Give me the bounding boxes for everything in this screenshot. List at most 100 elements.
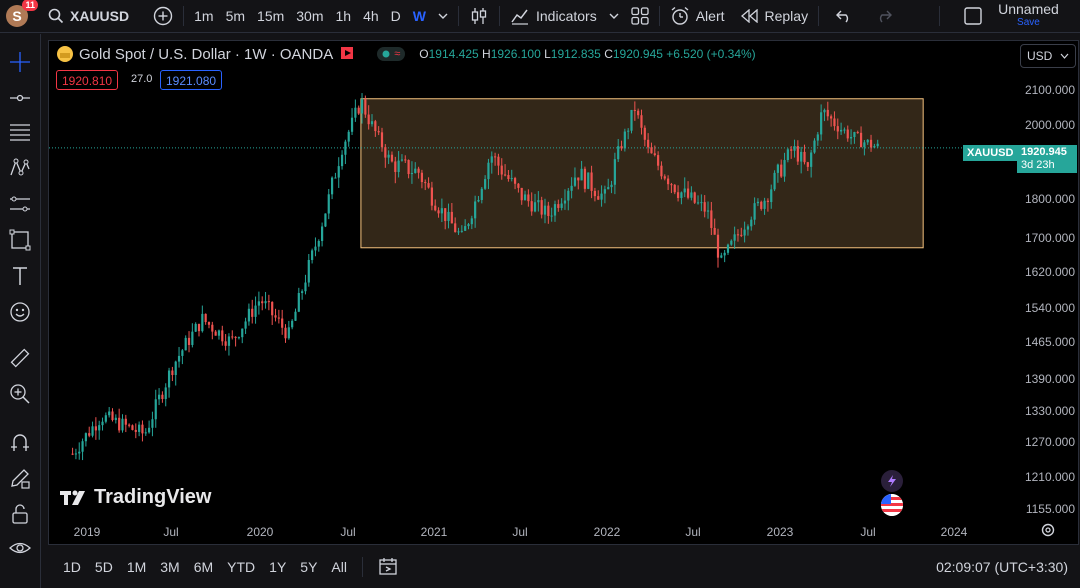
candle-body xyxy=(281,318,284,328)
candle-body xyxy=(766,200,770,203)
timeframe-d[interactable]: D xyxy=(390,8,401,24)
candle-body xyxy=(321,226,324,241)
timeframe-dropdown[interactable] xyxy=(432,0,454,33)
timeframe-group: 1m 5m 15m 30m 1h 4h D W xyxy=(188,0,432,33)
price-chart[interactable]: 2100.0002000.0001900.0001800.0001700.000… xyxy=(49,41,1080,546)
zoom-tool[interactable] xyxy=(8,382,32,406)
text-tool[interactable] xyxy=(8,264,32,288)
layout-checkbox[interactable] xyxy=(958,0,988,33)
timeframe-30m[interactable]: 30m xyxy=(296,8,324,24)
layouts-button[interactable] xyxy=(625,0,655,33)
price-tick-label: 1800.000 xyxy=(1025,192,1075,206)
avatar-letter: S xyxy=(12,8,22,24)
divider xyxy=(183,6,185,26)
flash-button[interactable] xyxy=(881,470,903,492)
timeframe-1m[interactable]: 1m xyxy=(194,8,214,24)
candle-body xyxy=(590,172,593,191)
timeframe-4h[interactable]: 4h xyxy=(363,8,379,24)
ruler-icon xyxy=(10,348,30,368)
candle-body xyxy=(344,141,347,155)
buy-price-button[interactable]: 1921.080 xyxy=(160,70,223,90)
candle-body xyxy=(467,224,470,227)
legend-title[interactable]: Gold Spot / U.S. Dollar · 1W · OANDA xyxy=(79,45,334,63)
visibility-tool[interactable] xyxy=(8,536,32,560)
shape-tool[interactable] xyxy=(8,228,32,252)
clock[interactable]: 02:09:07 (UTC+3:30) xyxy=(936,559,1068,575)
redo-button[interactable] xyxy=(869,0,899,33)
range-3m[interactable]: 3M xyxy=(160,559,180,575)
candle-body xyxy=(201,313,204,332)
candle-body xyxy=(683,188,686,193)
candle-body xyxy=(783,160,786,177)
undo-button[interactable] xyxy=(829,0,859,33)
chart-type-button[interactable] xyxy=(463,0,495,33)
timeframe-1h[interactable]: 1h xyxy=(335,8,352,24)
replay-button[interactable]: Replay xyxy=(735,0,815,33)
candle-body xyxy=(723,252,726,256)
time-tick-label: 2020 xyxy=(247,525,274,539)
date-range-button[interactable] xyxy=(371,556,405,579)
indicators-dropdown[interactable] xyxy=(603,0,625,33)
emoji-tool[interactable] xyxy=(8,300,32,324)
alarm-clock-icon xyxy=(671,6,689,25)
indicators-button[interactable]: Indicators xyxy=(504,0,603,33)
candle-body xyxy=(477,199,480,202)
fib-tool[interactable] xyxy=(8,120,32,144)
timeframe-w[interactable]: W xyxy=(412,8,426,24)
trend-line-tool[interactable] xyxy=(8,86,32,110)
divider xyxy=(939,6,941,26)
time-axis[interactable]: 2019 Jul 2020 Jul 2021 Jul 2022 Jul 2023 Jul 2024 xyxy=(74,525,968,539)
pattern-tool[interactable] xyxy=(8,156,32,180)
divider xyxy=(818,6,820,26)
open-label: O xyxy=(419,47,429,61)
candle-body xyxy=(756,201,760,204)
symbol-search[interactable]: XAUUSD xyxy=(42,0,135,33)
compare-button[interactable] xyxy=(147,0,179,33)
draw-mode-tool[interactable] xyxy=(8,466,32,490)
bottom-toolbar: 1D 5D 1M 3M 6M YTD 1Y 5Y All 02:09:07 (UTC+3:30) xyxy=(48,546,1080,588)
currency-select[interactable]: USD xyxy=(1020,44,1076,68)
candle-body xyxy=(710,210,713,228)
range-6m[interactable]: 6M xyxy=(193,559,214,575)
range-ytd[interactable]: YTD xyxy=(227,559,256,575)
time-tick-label: 2022 xyxy=(594,525,621,539)
chart-settings-button[interactable] xyxy=(1040,522,1056,541)
save-label[interactable]: Save xyxy=(1017,17,1040,28)
candle-body xyxy=(637,110,640,116)
candle-body xyxy=(800,151,803,162)
candle-body xyxy=(301,291,304,294)
candle-body xyxy=(440,208,443,214)
range-5d[interactable]: 5D xyxy=(94,559,113,575)
sell-price-button[interactable]: 1920.810 xyxy=(56,70,119,90)
candle-body xyxy=(553,204,557,216)
measure-tool[interactable] xyxy=(8,346,32,370)
candle-body xyxy=(261,301,264,304)
economic-events-button[interactable] xyxy=(881,494,903,516)
range-1m[interactable]: 1M xyxy=(126,559,147,575)
lock-tool[interactable] xyxy=(8,502,32,526)
alert-button[interactable]: Alert xyxy=(664,0,731,33)
candle-body xyxy=(527,194,530,202)
forecast-tool[interactable] xyxy=(8,192,32,216)
chevron-down-icon xyxy=(1060,53,1069,59)
market-status[interactable]: ≈ xyxy=(377,47,406,61)
candle-body xyxy=(231,336,234,338)
range-1y[interactable]: 1Y xyxy=(269,559,287,575)
candle-body xyxy=(470,218,473,225)
magnet-tool[interactable] xyxy=(8,430,32,454)
timeframe-5m[interactable]: 5m xyxy=(225,8,246,24)
time-tick-label: Jul xyxy=(685,525,700,539)
chart-pane[interactable]: 2100.0002000.0001900.0001800.0001700.000… xyxy=(48,40,1079,545)
timeframe-15m[interactable]: 15m xyxy=(257,8,285,24)
crosshair-tool[interactable] xyxy=(8,50,32,74)
range-all[interactable]: All xyxy=(331,559,347,575)
price-tick-label: 1210.000 xyxy=(1025,470,1075,484)
candle-body xyxy=(397,160,400,172)
layout-name[interactable]: Unnamed Save xyxy=(998,2,1059,30)
candle-body xyxy=(94,426,97,431)
user-avatar[interactable]: S 11 xyxy=(6,0,38,27)
candle-body xyxy=(161,394,164,400)
range-1d[interactable]: 1D xyxy=(63,559,81,575)
range-5y[interactable]: 5Y xyxy=(300,559,318,575)
candle-body xyxy=(420,172,424,183)
